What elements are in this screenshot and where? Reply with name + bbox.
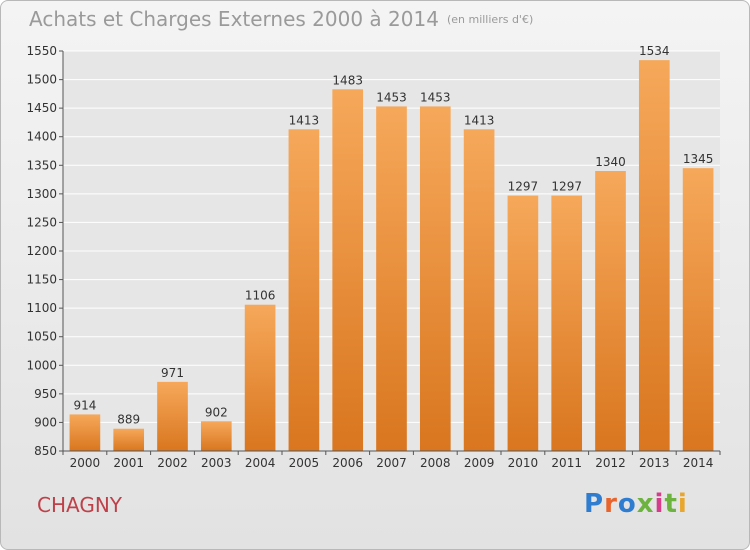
- bar: [463, 129, 495, 452]
- bar: [157, 381, 188, 451]
- bar: [332, 89, 364, 452]
- bar: [69, 414, 101, 451]
- data-label: 889: [117, 413, 140, 427]
- bar: [288, 129, 320, 452]
- x-tick-label: 2011: [551, 456, 582, 470]
- bar: [419, 106, 451, 451]
- data-label: 1483: [332, 73, 363, 87]
- x-tick-label: 2003: [201, 456, 232, 470]
- title-text: Achats et Charges Externes 2000 à 2014: [29, 7, 439, 31]
- x-tick-label: 2006: [332, 456, 363, 470]
- chart-title: Achats et Charges Externes 2000 à 2014 (e…: [29, 7, 533, 31]
- data-label: 1297: [508, 180, 539, 194]
- x-tick-label: 2013: [639, 456, 670, 470]
- bar: [244, 304, 276, 451]
- bar: [638, 60, 670, 452]
- x-tick-label: 2007: [376, 456, 407, 470]
- proxiti-logo: Proxiti: [584, 489, 688, 519]
- y-tick-label: 900: [34, 415, 57, 429]
- y-tick-label: 1350: [26, 158, 57, 172]
- logo-letter: t: [664, 489, 678, 519]
- y-tick-label: 1050: [26, 330, 57, 344]
- logo-letter: x: [636, 489, 655, 519]
- y-tick-label: 1450: [26, 101, 57, 115]
- x-tick-label: 2000: [70, 456, 101, 470]
- x-tick-label: 2001: [113, 456, 144, 470]
- y-tick-label: 1000: [26, 358, 57, 372]
- logo-letter: r: [604, 489, 618, 519]
- y-tick-label: 1150: [26, 273, 57, 287]
- y-tick-label: 1550: [26, 44, 57, 58]
- x-tick-label: 2010: [508, 456, 539, 470]
- y-tick-label: 850: [34, 444, 57, 458]
- data-label: 1453: [420, 90, 451, 104]
- data-label: 1534: [639, 44, 670, 58]
- bar: [113, 428, 145, 451]
- city-name: CHAGNY: [37, 493, 123, 517]
- data-label: 902: [205, 405, 228, 419]
- y-tick-label: 1400: [26, 130, 57, 144]
- x-tick-label: 2009: [464, 456, 495, 470]
- title-unit: (en milliers d'€): [446, 13, 534, 26]
- x-tick-label: 2004: [245, 456, 276, 470]
- logo-letter: P: [584, 489, 605, 519]
- data-label: 1345: [683, 152, 714, 166]
- y-tick-label: 1300: [26, 187, 57, 201]
- data-label: 971: [161, 366, 184, 380]
- bar: [507, 195, 539, 451]
- bar: [200, 421, 232, 451]
- logo-letter: o: [617, 489, 637, 519]
- bar: [551, 195, 583, 451]
- y-tick-label: 1250: [26, 215, 57, 229]
- x-tick-label: 2008: [420, 456, 451, 470]
- data-label: 1340: [595, 155, 626, 169]
- x-tick-label: 2014: [683, 456, 714, 470]
- y-tick-label: 1200: [26, 244, 57, 258]
- x-tick-label: 2002: [157, 456, 188, 470]
- data-label: 1413: [464, 113, 495, 127]
- data-label: 1106: [245, 289, 276, 303]
- x-tick-label: 2012: [595, 456, 626, 470]
- y-tick-label: 950: [34, 387, 57, 401]
- x-tick-label: 2005: [289, 456, 320, 470]
- logo-letter: i: [654, 489, 665, 519]
- bar: [376, 106, 407, 451]
- y-tick-label: 1100: [26, 301, 57, 315]
- data-label: 1453: [376, 90, 407, 104]
- y-tick-label: 1500: [26, 73, 57, 87]
- data-label: 1413: [289, 113, 320, 127]
- data-label: 914: [73, 398, 96, 412]
- plot-area: 850 900 950 1000 1050 1100 1150 1200 1250 1300 135…: [26, 44, 721, 470]
- data-label: 1297: [551, 180, 582, 194]
- bar: [595, 171, 626, 451]
- bar: [682, 168, 714, 451]
- logo-letter: i: [677, 489, 688, 519]
